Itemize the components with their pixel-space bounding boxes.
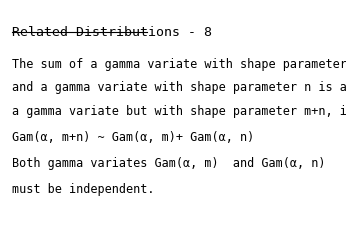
Text: The sum of a gamma variate with shape parameter m: The sum of a gamma variate with shape pa… xyxy=(12,58,346,71)
Text: and a gamma variate with shape parameter n is also: and a gamma variate with shape parameter… xyxy=(12,81,346,94)
Text: Both gamma variates Gam(α, m)  and Gam(α, n): Both gamma variates Gam(α, m) and Gam(α,… xyxy=(12,157,326,170)
Text: a gamma variate but with shape parameter m+n, i.e.: a gamma variate but with shape parameter… xyxy=(12,105,346,118)
Text: Related Distributions - 8: Related Distributions - 8 xyxy=(12,26,212,39)
Text: Gam(α, m+n) ~ Gam(α, m)+ Gam(α, n): Gam(α, m+n) ~ Gam(α, m)+ Gam(α, n) xyxy=(12,131,255,144)
Text: must be independent.: must be independent. xyxy=(12,183,155,196)
